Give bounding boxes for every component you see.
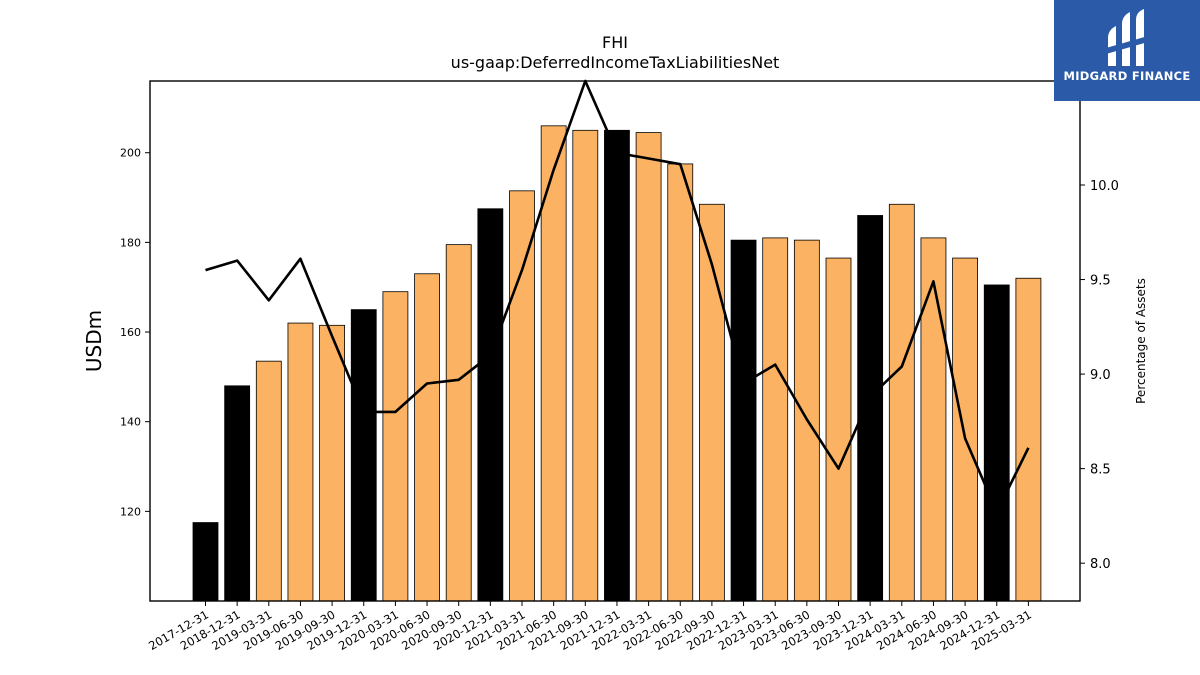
logo-text: MIDGARD FINANCE	[1063, 69, 1191, 83]
y-axis-ticks: 120 140 160 180 200	[120, 147, 150, 518]
y2-axis-label: Percentage of Assets	[1134, 278, 1148, 404]
bar	[572, 129, 599, 602]
bar	[604, 129, 630, 602]
plot-frame	[149, 80, 1081, 602]
bar	[983, 284, 1010, 602]
y-tick-label: 120	[120, 505, 141, 518]
brand-logo: MIDGARD FINANCE	[1054, 0, 1200, 101]
bar	[888, 203, 915, 602]
bar	[192, 522, 219, 602]
y2-tick-label: 8.5	[1090, 463, 1111, 478]
bar	[509, 190, 535, 602]
percentage-line	[205, 79, 1030, 514]
bar	[382, 291, 409, 602]
y2-axis-ticks: 8.0 8.5 9.0 9.5 10.0	[1080, 179, 1119, 572]
bar	[540, 125, 567, 602]
bar	[445, 244, 472, 602]
x-axis-ticks: 2017-12-312018-12-312019-03-312019-06-30…	[146, 601, 1034, 653]
line-layer	[205, 79, 1030, 514]
bar	[414, 273, 440, 602]
bar	[920, 237, 947, 602]
bar	[952, 257, 978, 602]
y-axis-label: USDm	[82, 310, 106, 372]
logo-mark-icon	[1106, 9, 1148, 66]
y-tick-label: 200	[120, 147, 141, 160]
bar	[825, 257, 852, 602]
y-tick-label: 140	[120, 416, 141, 429]
chart-subtitle: us-gaap:DeferredIncomeTaxLiabilitiesNet	[451, 53, 780, 72]
y-tick-label: 180	[120, 236, 141, 249]
y2-tick-label: 10.0	[1090, 179, 1119, 194]
bar	[762, 237, 789, 602]
bar	[1015, 277, 1042, 602]
bar	[477, 208, 504, 602]
y2-tick-label: 9.0	[1090, 368, 1111, 383]
bar	[667, 163, 694, 602]
chart-title: FHI	[602, 33, 628, 52]
bar	[287, 322, 314, 602]
bar	[224, 385, 251, 602]
y-tick-label: 160	[120, 326, 141, 339]
bar	[730, 239, 757, 602]
y2-tick-label: 9.5	[1090, 274, 1111, 289]
bar	[255, 360, 282, 602]
bar	[350, 309, 377, 602]
bar	[699, 203, 725, 602]
y2-tick-label: 8.0	[1090, 557, 1111, 572]
bar	[857, 215, 884, 602]
bar	[319, 324, 346, 602]
bars	[192, 125, 1042, 602]
bar	[635, 132, 662, 602]
